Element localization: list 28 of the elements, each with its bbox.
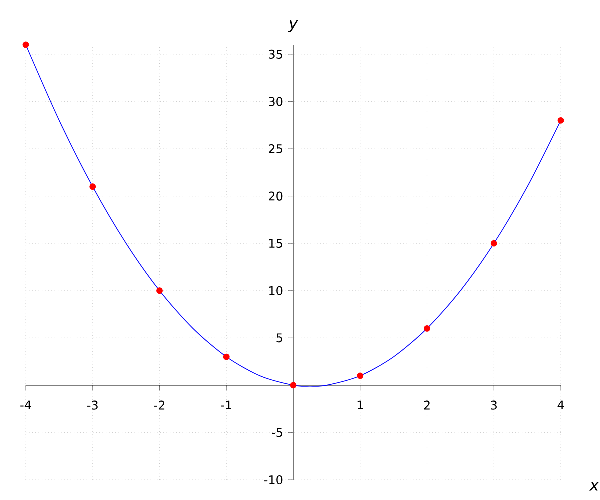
y-tick-label: 25	[269, 144, 282, 154]
point	[558, 117, 564, 124]
y-tick-label: 15	[270, 239, 282, 248]
x-tick-label: -2	[154, 400, 165, 410]
y-axis-title: y	[288, 20, 298, 32]
point	[90, 184, 96, 190]
point	[22, 42, 30, 48]
x-tick-label: 4	[558, 400, 564, 410]
point	[357, 372, 364, 380]
x-tick-label: 1	[358, 400, 364, 410]
y-tick-label: 35	[269, 50, 282, 59]
y-tick-label: -5	[272, 428, 282, 438]
x-tick-label: 2	[424, 400, 430, 410]
x-tick-label: -1	[221, 400, 232, 410]
x-tick-label: -3	[87, 400, 98, 410]
point	[490, 240, 498, 247]
point	[290, 382, 297, 389]
point	[156, 288, 163, 294]
x-axis-title: x	[589, 482, 600, 491]
y-tick-label: 30	[269, 97, 283, 106]
point	[424, 325, 430, 332]
x-tick-label: 3	[491, 400, 497, 410]
y-tick-label: 5	[276, 334, 282, 343]
y-tick-label: 20	[269, 192, 283, 201]
y-tick-label: 10	[270, 286, 283, 296]
x-tick-label: -4	[20, 400, 32, 410]
point	[223, 354, 230, 360]
y-tick-label: -10	[264, 475, 283, 485]
